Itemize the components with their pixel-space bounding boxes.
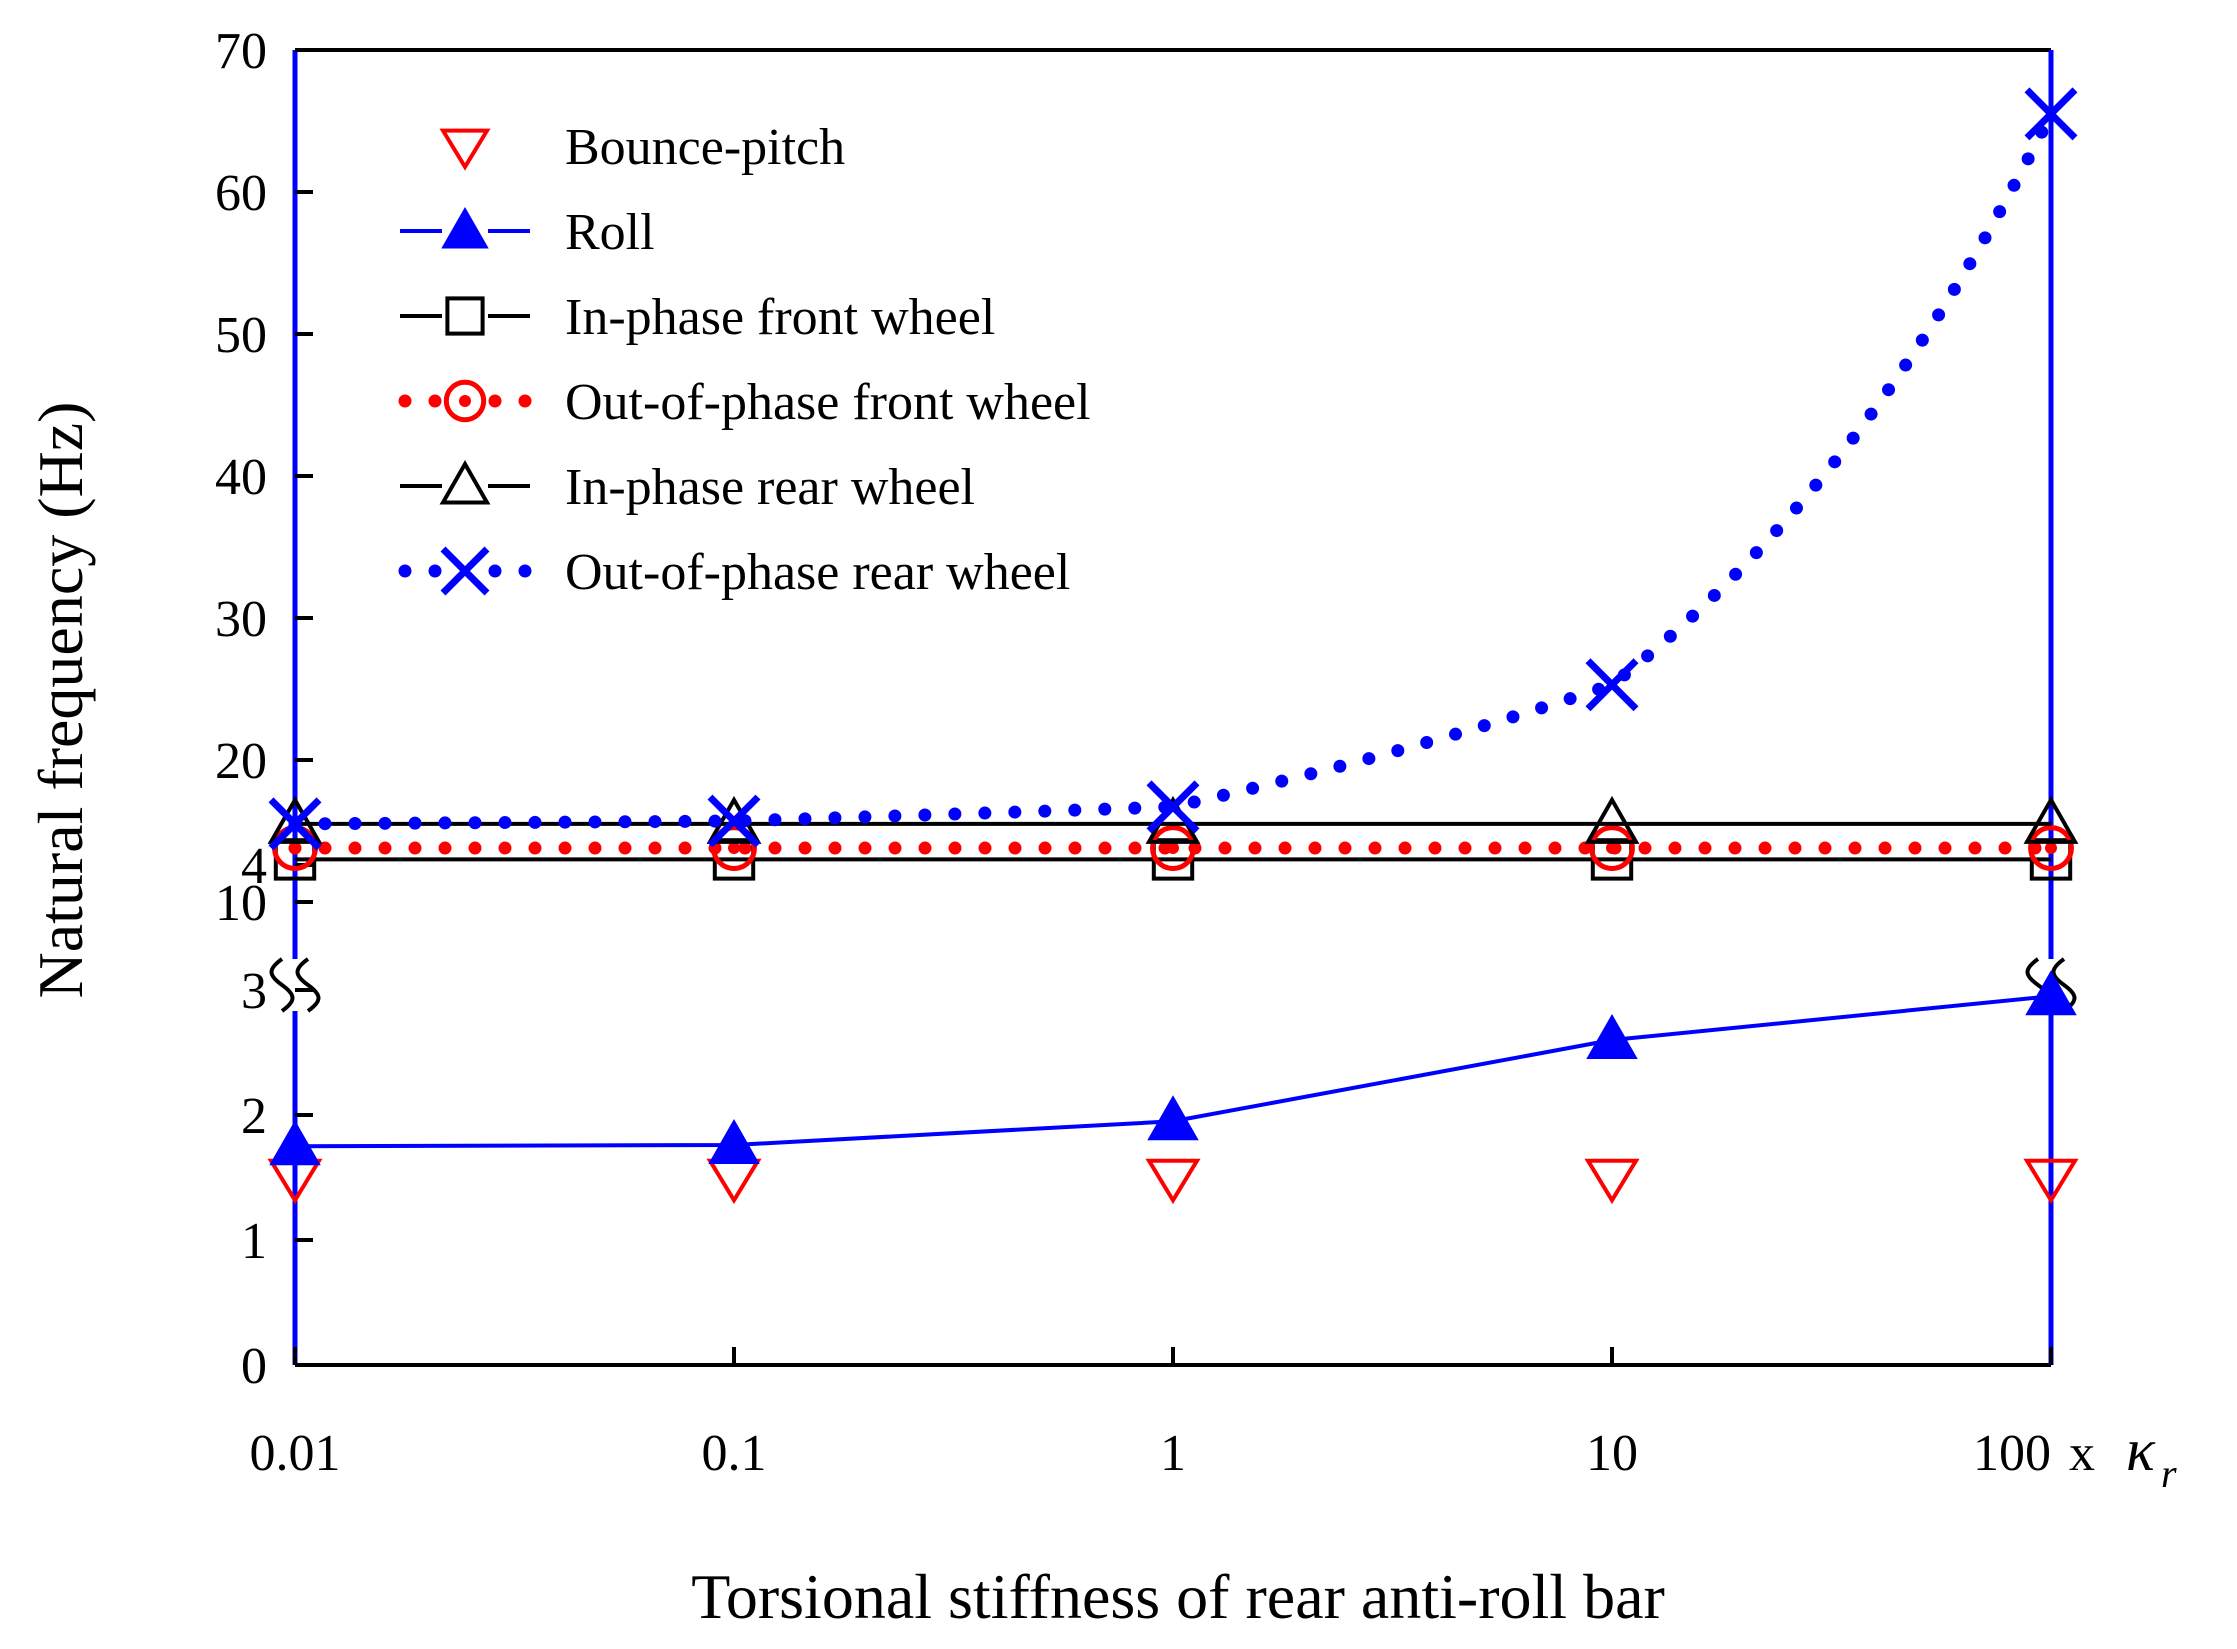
marker-triangle-up-open <box>1584 795 1640 844</box>
marker-triangle-up-open <box>439 459 491 505</box>
marker-triangle-down <box>706 1158 762 1205</box>
axis-break-wave <box>269 957 295 1013</box>
x-unit-subscript: r <box>2161 1451 2177 1496</box>
marker-circle-dot <box>1589 825 1635 871</box>
marker-triangle-down <box>439 128 491 171</box>
marker-triangle-down <box>1145 1158 1201 1205</box>
marker-circle <box>2028 825 2074 871</box>
marker-triangle-up-filled <box>441 206 489 249</box>
marker-triangle-up-open <box>267 795 323 844</box>
y-tick-label: 3 <box>241 963 267 1020</box>
x-unit-symbol: κ <box>2126 1417 2156 1483</box>
x-tick-label: 0.1 <box>702 1425 767 1482</box>
marker-x-stroke <box>1585 658 1639 712</box>
marker-x <box>1146 780 1200 834</box>
marker-x-stroke <box>1146 780 1200 834</box>
legend-item: Out-of-phase rear wheel <box>398 541 1070 601</box>
marker-circle <box>1589 825 1635 871</box>
y-tick-label: 10 <box>215 875 267 932</box>
y-axis-title: Natural frequency (Hz) <box>25 402 96 999</box>
legend-item: Out-of-phase front wheel <box>398 371 1091 431</box>
marker-circle <box>1150 825 1196 871</box>
x-tick-label: 10 <box>1586 1425 1638 1482</box>
marker-circle-dot <box>1150 825 1196 871</box>
y-tick-label: 1 <box>241 1213 267 1270</box>
marker-circle <box>443 379 487 423</box>
marker-dot <box>1167 842 1179 855</box>
series-line-dotted <box>288 107 2058 831</box>
axis-break-left <box>269 957 321 1013</box>
legend-item: In-phase rear wheel <box>400 456 975 516</box>
y-tick-label: 50 <box>215 307 267 364</box>
marker-triangle-down <box>2023 1158 2079 1205</box>
axis-break-wave <box>2051 957 2077 1013</box>
series-bounce-pitch <box>267 1158 2079 1205</box>
marker-x-stroke <box>2024 87 2078 141</box>
marker-x-stroke <box>440 546 490 596</box>
marker-x <box>268 797 322 851</box>
x-tick-label: 100 <box>1973 1425 2051 1482</box>
marker-dot <box>459 395 471 407</box>
legend-item: Bounce-pitch <box>439 119 845 176</box>
series-out-of-phase-front-wheel <box>272 825 2074 871</box>
marker-triangle-up-filled <box>2025 970 2077 1016</box>
marker-x <box>707 794 761 848</box>
marker-circle-dot <box>711 825 757 871</box>
marker-triangle-up-open <box>2023 795 2079 844</box>
legend-label: Out-of-phase front wheel <box>565 374 1091 431</box>
marker-triangle-up-filled <box>1586 1013 1638 1059</box>
marker-dot <box>289 842 301 855</box>
y-tick-label: 0 <box>241 1338 267 1395</box>
legend-marker-bg <box>442 286 488 346</box>
marker-x <box>2024 87 2078 141</box>
y-tick-label: 4 <box>241 838 267 895</box>
marker-square <box>445 296 485 336</box>
legend-label: Roll <box>565 204 655 261</box>
marker-triangle-up-filled <box>269 1120 321 1166</box>
series-in-phase-rear-wheel <box>267 795 2079 844</box>
legend-label: In-phase rear wheel <box>565 459 975 516</box>
marker-x <box>1585 658 1639 712</box>
y-tick-label: 30 <box>215 591 267 648</box>
legend-label: In-phase front wheel <box>565 289 995 346</box>
y-tick-label: 20 <box>215 733 267 790</box>
x-axis-title: Torsional stiffness of rear anti-roll ba… <box>691 1561 1665 1632</box>
marker-dot <box>2045 842 2057 855</box>
legend-label: Bounce-pitch <box>565 119 845 176</box>
marker-circle-dot <box>443 379 487 423</box>
marker-dot <box>1606 842 1618 855</box>
marker-dot <box>728 842 740 855</box>
marker-x-stroke <box>268 797 322 851</box>
legend-item: In-phase front wheel <box>400 286 995 346</box>
series-roll <box>269 970 2077 1166</box>
x-unit-prefix: x <box>2069 1425 2095 1482</box>
marker-x-stroke <box>707 794 761 848</box>
marker-triangle-up-filled <box>708 1118 760 1164</box>
marker-circle-dot <box>2028 825 2074 871</box>
y-tick-label: 70 <box>215 23 267 80</box>
legend-label: Out-of-phase rear wheel <box>565 544 1070 601</box>
axis-break-gap <box>281 959 309 1011</box>
marker-triangle-down <box>1584 1158 1640 1205</box>
series-out-of-phase-rear-wheel <box>268 87 2078 851</box>
legend-item: Roll <box>400 201 655 261</box>
x-tick-label: 1 <box>1160 1425 1186 1482</box>
marker-circle <box>711 825 757 871</box>
y-tick-label: 2 <box>241 1088 267 1145</box>
y-tick-label: 40 <box>215 449 267 506</box>
x-tick-label: 0.01 <box>250 1425 341 1482</box>
axis-break-wave <box>295 957 321 1013</box>
marker-x <box>440 546 490 596</box>
y-tick-label: 60 <box>215 165 267 222</box>
marker-triangle-up-filled <box>1147 1095 1199 1141</box>
